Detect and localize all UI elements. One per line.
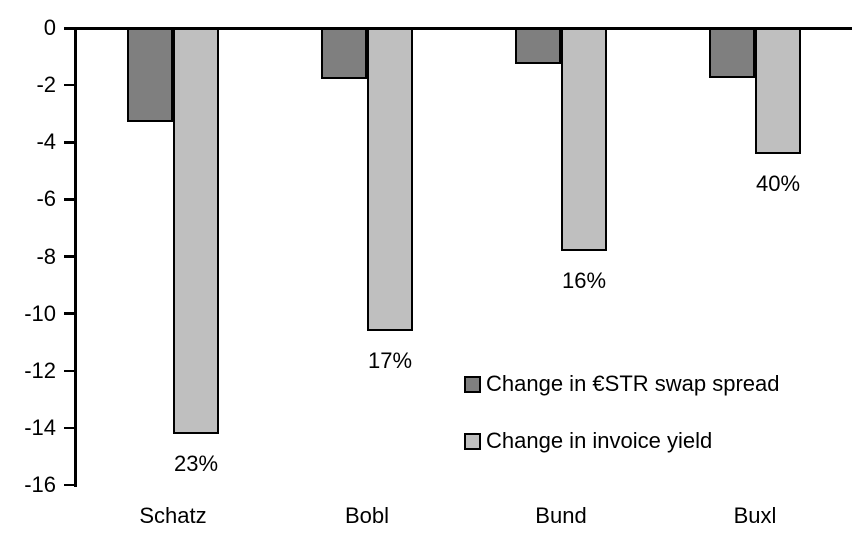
legend-item-invoice-yield: Change in invoice yield <box>464 428 780 454</box>
y-tick-mark <box>64 369 77 372</box>
bar-swap-spread-bund <box>515 28 561 64</box>
y-axis-label: -10 <box>24 300 56 326</box>
y-tick-mark <box>64 483 77 487</box>
legend-swatch-invoice-yield <box>464 432 481 450</box>
y-axis-label: -6 <box>36 186 56 212</box>
y-tick-mark <box>64 255 77 258</box>
y-axis-label: -14 <box>24 414 56 440</box>
legend-label-invoice-yield: Change in invoice yield <box>486 428 713 453</box>
y-tick-mark <box>64 83 77 87</box>
bar-swap-spread-buxl <box>709 28 755 78</box>
bar-value-label: 40% <box>755 170 801 196</box>
legend-label-swap-spread: Change in €STR swap spread <box>486 371 780 396</box>
bar-value-label: 16% <box>561 267 607 293</box>
y-tick-mark <box>64 426 77 430</box>
x-axis-label-bund: Bund <box>535 503 587 528</box>
bar-swap-spread-bobl <box>321 28 367 80</box>
y-tick-mark <box>64 141 77 144</box>
zero-line <box>64 26 852 30</box>
bar-invoice-yield-buxl <box>755 28 801 154</box>
x-axis-label-buxl: Buxl <box>733 503 777 528</box>
y-axis-label: 0 <box>43 15 56 40</box>
bar-swap-spread-schatz <box>127 28 173 123</box>
bar-value-label: 17% <box>367 347 413 373</box>
y-axis-line <box>73 28 77 487</box>
legend-swatch-swap-spread <box>464 375 481 393</box>
y-axis-label: -12 <box>24 357 56 383</box>
y-axis-label: -8 <box>36 243 56 269</box>
legend: Change in €STR swap spread Change in inv… <box>464 371 780 485</box>
y-tick-mark <box>64 198 77 201</box>
y-axis-label: -16 <box>24 472 56 497</box>
x-axis-label-schatz: Schatz <box>139 503 207 528</box>
x-axis-label-bobl: Bobl <box>344 503 390 528</box>
y-axis-label: -2 <box>36 72 56 98</box>
bar-invoice-yield-bund <box>561 28 607 251</box>
legend-item-swap-spread: Change in €STR swap spread <box>464 371 780 397</box>
y-axis-label: -4 <box>36 129 56 155</box>
bar-invoice-yield-bobl <box>367 28 413 331</box>
bar-invoice-yield-schatz <box>173 28 219 434</box>
y-tick-mark <box>64 312 77 315</box>
bar-value-label: 23% <box>173 450 219 476</box>
